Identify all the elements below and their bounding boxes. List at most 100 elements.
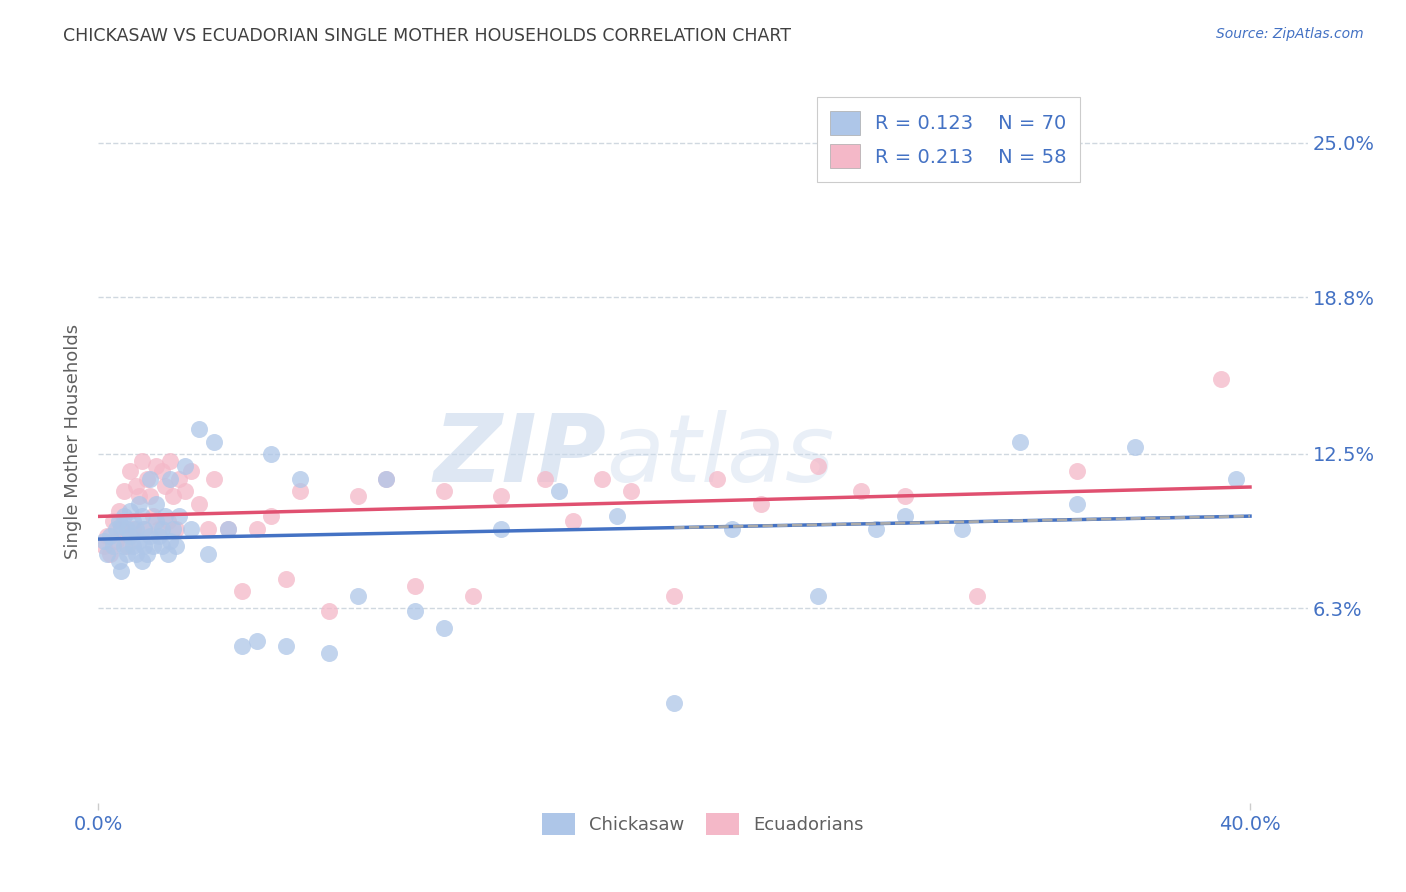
Point	[156, 514, 179, 528]
Point	[156, 547, 179, 561]
Point	[148, 522, 170, 536]
Point	[433, 621, 456, 635]
Point	[120, 465, 142, 479]
Point	[318, 646, 340, 660]
Point	[591, 472, 613, 486]
Point	[274, 572, 297, 586]
Point	[93, 539, 115, 553]
Point	[145, 497, 167, 511]
Point	[159, 454, 181, 468]
Point	[112, 509, 135, 524]
Point	[231, 639, 253, 653]
Point	[1225, 472, 1247, 486]
Point	[173, 459, 195, 474]
Point	[260, 509, 283, 524]
Point	[107, 554, 129, 568]
Point	[562, 514, 585, 528]
Point	[491, 489, 513, 503]
Point	[142, 539, 165, 553]
Point	[606, 509, 628, 524]
Point	[807, 589, 830, 603]
Point	[98, 547, 121, 561]
Point	[110, 522, 132, 536]
Point	[131, 509, 153, 524]
Point	[139, 529, 162, 543]
Point	[125, 522, 148, 536]
Point	[375, 472, 398, 486]
Point	[1123, 440, 1146, 454]
Point	[180, 465, 202, 479]
Point	[217, 522, 239, 536]
Text: ZIP: ZIP	[433, 410, 606, 502]
Point	[807, 459, 830, 474]
Point	[1066, 465, 1088, 479]
Point	[966, 589, 988, 603]
Point	[93, 534, 115, 549]
Point	[101, 514, 124, 528]
Point	[180, 522, 202, 536]
Point	[128, 489, 150, 503]
Point	[865, 522, 887, 536]
Point	[131, 554, 153, 568]
Point	[548, 484, 571, 499]
Point	[173, 484, 195, 499]
Point	[104, 522, 127, 536]
Point	[404, 604, 426, 618]
Point	[165, 522, 187, 536]
Point	[122, 522, 145, 536]
Point	[620, 484, 643, 499]
Point	[217, 522, 239, 536]
Point	[112, 539, 135, 553]
Point	[139, 489, 162, 503]
Point	[851, 484, 873, 499]
Point	[346, 589, 368, 603]
Point	[533, 472, 555, 486]
Point	[98, 529, 121, 543]
Point	[153, 479, 176, 493]
Point	[664, 696, 686, 710]
Point	[893, 489, 915, 503]
Point	[120, 504, 142, 518]
Point	[104, 534, 127, 549]
Point	[148, 529, 170, 543]
Point	[274, 639, 297, 653]
Text: atlas: atlas	[606, 410, 835, 501]
Point	[664, 589, 686, 603]
Legend: Chickasaw, Ecuadorians: Chickasaw, Ecuadorians	[533, 805, 873, 845]
Point	[162, 489, 184, 503]
Point	[202, 472, 225, 486]
Point	[96, 547, 118, 561]
Point	[150, 522, 173, 536]
Point	[197, 522, 219, 536]
Point	[131, 454, 153, 468]
Point	[167, 472, 190, 486]
Point	[491, 522, 513, 536]
Point	[288, 484, 311, 499]
Point	[150, 465, 173, 479]
Point	[115, 522, 138, 536]
Point	[112, 484, 135, 499]
Point	[136, 472, 159, 486]
Point	[145, 514, 167, 528]
Point	[260, 447, 283, 461]
Point	[122, 539, 145, 553]
Point	[134, 522, 156, 536]
Point	[720, 522, 742, 536]
Point	[1008, 434, 1031, 449]
Point	[115, 547, 138, 561]
Text: Source: ZipAtlas.com: Source: ZipAtlas.com	[1216, 27, 1364, 41]
Point	[150, 539, 173, 553]
Point	[96, 529, 118, 543]
Point	[107, 504, 129, 518]
Point	[142, 509, 165, 524]
Point	[159, 534, 181, 549]
Point	[375, 472, 398, 486]
Point	[128, 497, 150, 511]
Point	[145, 459, 167, 474]
Point	[197, 547, 219, 561]
Point	[139, 472, 162, 486]
Point	[136, 547, 159, 561]
Point	[461, 589, 484, 603]
Point	[749, 497, 772, 511]
Point	[706, 472, 728, 486]
